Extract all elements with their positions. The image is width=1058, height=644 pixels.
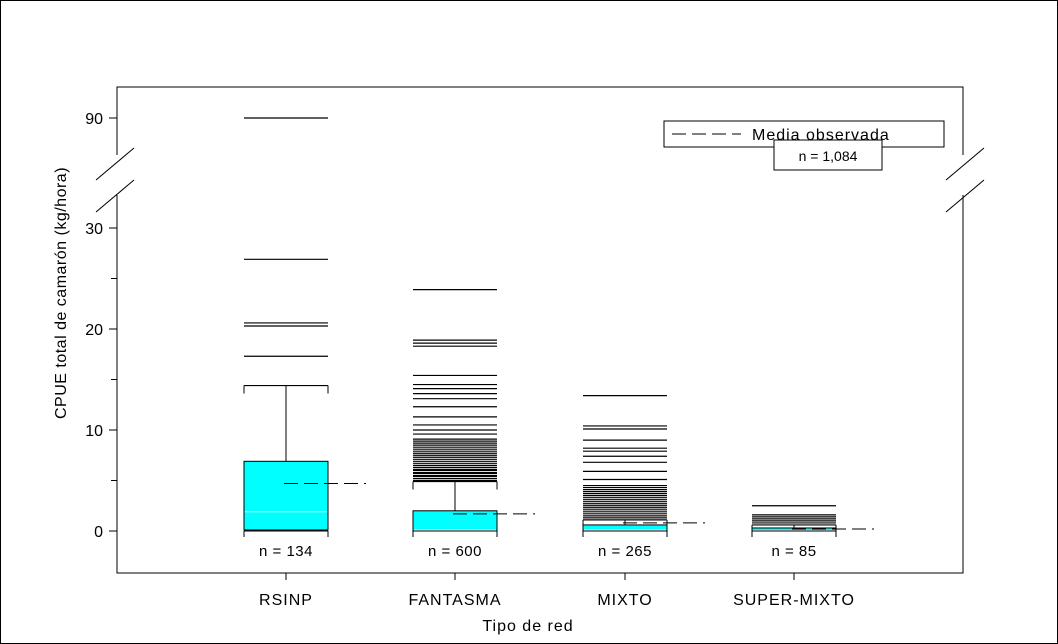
- plot-area: [116, 86, 964, 574]
- left-break-slash: [95, 147, 135, 181]
- y-tick-label: 90: [85, 111, 103, 128]
- y-tick-label: 20: [85, 322, 103, 339]
- x-tick-label: FANTASMA: [408, 592, 501, 609]
- y-axis-title: CPUE total de camarón (kg/hora): [53, 167, 70, 419]
- x-axis-title: Tipo de red: [482, 618, 573, 635]
- n-label: n = 600: [428, 543, 482, 560]
- x-tick-label: RSINP: [259, 592, 313, 609]
- box-mixto: n = 265: [582, 395, 668, 560]
- right-break-slash: [945, 179, 985, 213]
- y-tick-label: 10: [85, 423, 103, 440]
- y-tick-label: 0: [94, 524, 103, 541]
- total-n-annotation: n = 1,084: [773, 139, 883, 171]
- right-break-gap: [958, 155, 968, 195]
- total-n-box: [773, 139, 883, 171]
- n-label: n = 134: [259, 543, 313, 560]
- box-super-mixto: n = 85: [751, 505, 837, 560]
- mean-lines-layer: [284, 483, 874, 530]
- x-axis: RSINP FANTASMA MIXTO SUPER-MIXTO: [259, 573, 855, 609]
- total-n-label: n = 1,084: [799, 148, 858, 164]
- left-break-gap: [112, 155, 122, 195]
- y-axis: 0 10 20 30 90: [85, 111, 117, 541]
- left-break-slash: [95, 179, 135, 213]
- x-tick-label: SUPER-MIXTO: [733, 592, 855, 609]
- iqr-box: [243, 460, 329, 531]
- y-tick-label: 30: [85, 221, 103, 238]
- n-label: n = 85: [771, 543, 816, 560]
- axis-break-marks: [95, 147, 985, 213]
- x-tick-label: MIXTO: [597, 592, 652, 609]
- box-fantasma: n = 600: [412, 289, 498, 560]
- boxes-layer: n = 134 n = 600 n = 265 n = 85: [243, 117, 837, 560]
- box-rsinp: n = 134: [243, 117, 329, 560]
- n-label: n = 265: [598, 543, 652, 560]
- right-break-slash: [945, 147, 985, 181]
